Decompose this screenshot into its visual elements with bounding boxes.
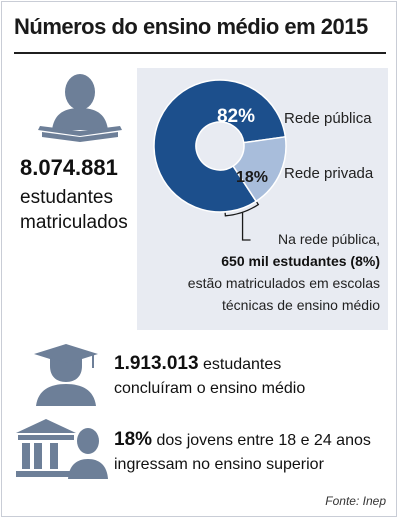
annotation-line3: estão matriculados em escolas: [187, 275, 380, 291]
higher-ed-line2: ingressam no ensino superior: [114, 456, 324, 473]
enrolled-label-line1: estudantes: [20, 187, 113, 208]
person-reading-icon: [38, 74, 122, 142]
title-divider: [14, 52, 386, 54]
higher-ed-rest: dos jovens entre 18 e 24 anos: [156, 432, 371, 449]
university-building-icon: [16, 419, 108, 479]
graduated-line2: concluíram o ensino médio: [114, 380, 306, 397]
source-note: Fonte: Inep: [325, 494, 386, 508]
legend-public: Rede pública: [284, 110, 372, 127]
graduated-fact: 1.913.013 estudantes concluíram o ensino…: [114, 352, 394, 401]
slice-label-private: 18%: [236, 169, 268, 186]
slice-public: [153, 79, 287, 213]
higher-ed-fact: 18% dos jovens entre 18 e 24 anos ingres…: [114, 428, 394, 477]
annotation-line4: técnicas de ensino médio: [222, 297, 380, 313]
legend-private: Rede privada: [284, 165, 374, 182]
page-title: Números do ensino médio em 2015: [14, 14, 368, 39]
enrolled-count: 8.074.881: [20, 155, 118, 180]
graduated-count: 1.913.013: [114, 353, 199, 374]
graduated-rest: estudantes: [202, 356, 282, 373]
slice-private: [232, 135, 287, 203]
annotation-leader: [241, 212, 251, 241]
annotation-line1: Na rede pública,: [278, 231, 380, 247]
graduate-icon: [34, 344, 98, 406]
chart-annotation: Na rede pública, 650 mil estudantes (8%)…: [166, 228, 380, 316]
donut-chart: 82% 18%: [153, 79, 287, 241]
slice-label-public: 82%: [217, 106, 255, 127]
higher-ed-value: 18%: [114, 429, 153, 450]
annotation-line2: 650 mil estudantes (8%): [221, 253, 380, 269]
enrolled-label-line2: matriculados: [20, 212, 128, 233]
enrolled-label: estudantes matriculados: [20, 185, 140, 235]
